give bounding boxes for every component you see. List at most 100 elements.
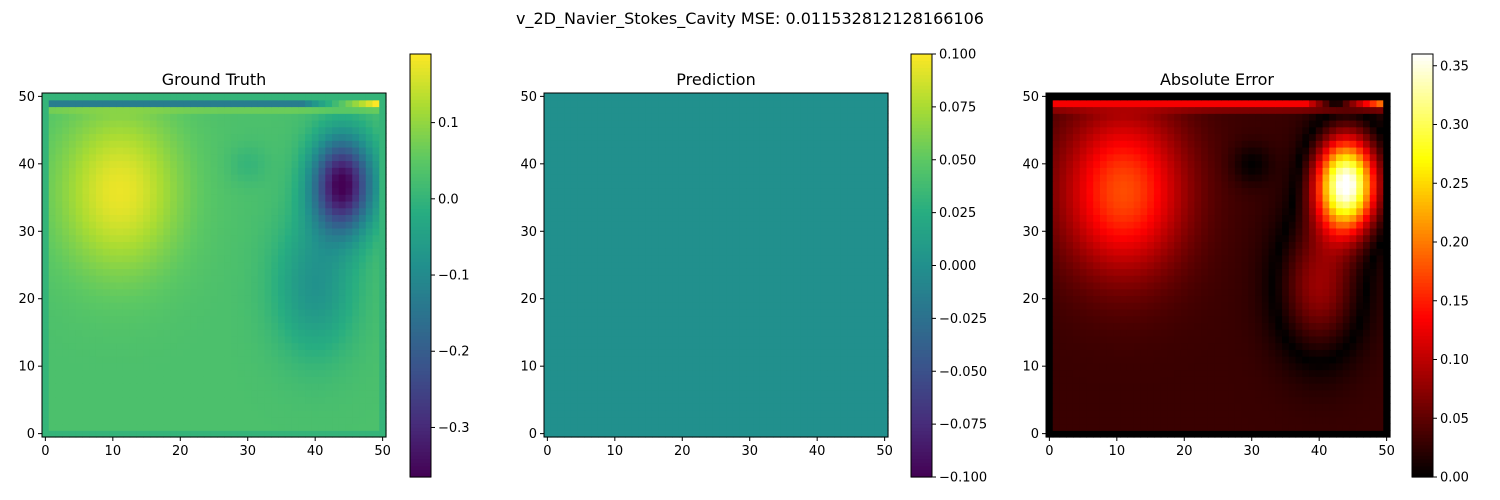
colorbar-tick-label: 0.1 (438, 116, 459, 131)
heatmap-cell (210, 126, 218, 135)
heatmap-cell (305, 403, 313, 411)
heatmap-cell (678, 302, 687, 310)
heatmap-cell (305, 362, 313, 371)
heatmap-cell (68, 180, 77, 189)
heatmap-cell (62, 119, 70, 128)
heatmap-cell (570, 194, 579, 202)
heatmap-cell (854, 423, 862, 431)
heatmap-cell (197, 356, 205, 364)
heatmap-cell (338, 376, 347, 384)
heatmap-cell (62, 376, 70, 384)
heatmap-cell (712, 430, 720, 438)
heatmap-cell (264, 389, 272, 398)
heatmap-cell (699, 383, 707, 391)
heatmap-cell (726, 430, 734, 438)
heatmap-cell (597, 153, 606, 162)
heatmap-cell (759, 342, 768, 350)
heatmap-cell (672, 160, 680, 168)
heatmap-cell (284, 113, 293, 121)
heatmap-cell (244, 295, 252, 303)
heatmap-cell (183, 329, 191, 337)
heatmap-cell (813, 423, 822, 431)
heatmap-cell (759, 335, 768, 344)
heatmap-cell (257, 416, 266, 425)
heatmap-cell (230, 288, 239, 296)
heatmap-cell (611, 140, 619, 148)
heatmap-cell (365, 187, 374, 195)
heatmap-cell (42, 241, 50, 249)
heatmap-cell (251, 153, 259, 162)
heatmap-cell (685, 180, 693, 189)
heatmap-cell (251, 349, 259, 357)
heatmap-cell (379, 261, 387, 269)
heatmap-cell (305, 302, 313, 310)
heatmap-cell (672, 146, 680, 155)
heatmap-cell (678, 423, 687, 431)
heatmap-cell (136, 362, 144, 371)
heatmap-cell (210, 349, 218, 357)
heatmap-cell (753, 281, 761, 290)
heatmap-cell (284, 295, 293, 303)
heatmap-cell (874, 221, 882, 229)
heatmap-cell (136, 227, 144, 236)
heatmap-cell (793, 362, 801, 371)
heatmap-cell (712, 410, 720, 418)
heatmap-cell (291, 356, 299, 364)
heatmap-cell (746, 349, 754, 357)
heatmap-cell (692, 173, 700, 182)
heatmap-cell (651, 221, 660, 229)
heatmap-cell (257, 349, 266, 357)
heatmap-cell (156, 362, 165, 371)
heatmap-cell (68, 173, 77, 182)
heatmap-cell (577, 295, 586, 303)
heatmap-cell (719, 173, 727, 182)
heatmap-cell (170, 389, 178, 398)
heatmap-cell (332, 335, 340, 344)
heatmap-cell (116, 160, 124, 168)
colorbar-segment (410, 64, 431, 69)
heatmap-cell (224, 349, 232, 357)
heatmap-cell (861, 153, 869, 162)
heatmap-cell (230, 423, 239, 431)
heatmap-cell (95, 207, 104, 216)
heatmap-cell (881, 329, 889, 337)
heatmap-cell (217, 119, 225, 128)
heatmap-cell (210, 167, 218, 175)
heatmap-cell (244, 254, 252, 263)
heatmap-cell (557, 275, 565, 283)
heatmap-cell (372, 349, 380, 357)
heatmap-cell (305, 227, 313, 236)
heatmap-cell (109, 362, 117, 371)
heatmap-cell (699, 173, 707, 182)
heatmap-cell (564, 248, 572, 256)
heatmap-cell (48, 275, 57, 283)
heatmap-cell (42, 200, 50, 209)
heatmap-cell (645, 410, 653, 418)
heatmap-cell (732, 281, 741, 290)
heatmap-cell (42, 369, 50, 377)
heatmap-cell (176, 369, 185, 377)
heatmap-cell (55, 106, 63, 114)
heatmap-cell (318, 329, 326, 337)
heatmap-cell (365, 194, 374, 202)
heatmap-cell (278, 153, 286, 162)
heatmap-cell (203, 187, 212, 195)
heatmap-cell (820, 322, 828, 330)
heatmap-cell (874, 207, 882, 216)
heatmap-cell (827, 349, 835, 357)
x-tick-label: 0 (41, 444, 49, 459)
heatmap-cell (753, 389, 761, 398)
heatmap-cell (244, 180, 252, 189)
heatmap-cell (577, 241, 586, 249)
heatmap-cell (658, 302, 667, 310)
colorbar-segment (410, 462, 431, 468)
heatmap-cell (284, 302, 293, 310)
heatmap-cell (42, 356, 50, 364)
heatmap-cell (793, 153, 801, 162)
heatmap-cell (550, 187, 559, 195)
heatmap-cell (658, 221, 667, 229)
heatmap-cell (109, 180, 117, 189)
heatmap-cell (577, 214, 586, 222)
heatmap-cell (867, 349, 876, 357)
heatmap-cell (591, 268, 599, 276)
